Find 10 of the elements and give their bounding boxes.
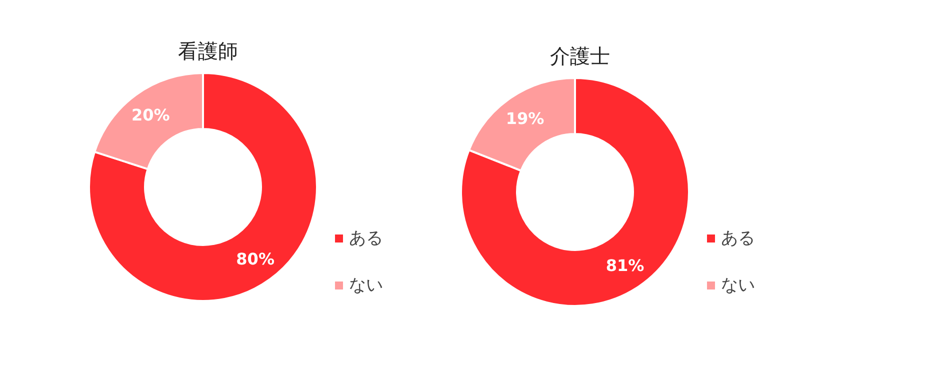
data-label: 80%	[236, 250, 274, 269]
data-label: 19%	[506, 108, 544, 128]
data-label: 81%	[606, 256, 644, 276]
chart-title: 看護師	[178, 39, 238, 63]
data-label: 20%	[132, 105, 170, 124]
chart-title: 介護士	[550, 44, 610, 68]
legend-label: ない	[721, 276, 755, 296]
legend-label: ある	[349, 228, 383, 248]
legend-label: ない	[349, 276, 383, 296]
legend-label: ある	[721, 228, 755, 248]
